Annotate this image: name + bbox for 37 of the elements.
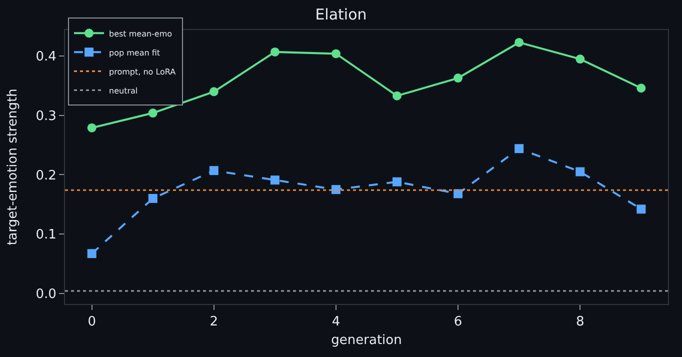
y-tick-label: 0.4 xyxy=(36,50,56,65)
y-tick-label: 0.2 xyxy=(36,168,56,184)
point xyxy=(331,49,340,58)
y-tick-label: 0.1 xyxy=(36,228,56,243)
x-tick-label: 0 xyxy=(88,314,96,330)
chart-title: Elation xyxy=(315,5,367,24)
point xyxy=(209,166,218,176)
y-axis-title: target-emotion strength xyxy=(6,88,21,246)
x-tick-label: 8 xyxy=(576,314,584,330)
point xyxy=(454,189,463,198)
legend-label: best mean-emo xyxy=(109,29,172,38)
x-axis-title: generation xyxy=(331,333,402,348)
point xyxy=(87,123,96,132)
point xyxy=(209,87,218,96)
point xyxy=(636,84,646,93)
point xyxy=(270,176,280,185)
legend-label: neutral xyxy=(109,86,138,96)
point xyxy=(392,177,402,186)
point xyxy=(514,144,524,154)
point xyxy=(148,194,158,203)
point xyxy=(270,47,280,56)
x-tick-label: 2 xyxy=(210,314,218,330)
point xyxy=(454,74,463,83)
legend-label: prompt, no LoRA xyxy=(109,67,176,76)
point xyxy=(576,54,585,64)
point xyxy=(514,38,524,47)
point xyxy=(576,167,585,176)
point xyxy=(636,204,646,214)
point xyxy=(87,249,96,258)
x-tick-label: 6 xyxy=(454,314,462,330)
point xyxy=(392,91,402,100)
legend-label: pop mean fit xyxy=(109,48,160,58)
point xyxy=(331,185,340,194)
point xyxy=(148,108,158,118)
y-tick-label: 0.3 xyxy=(36,108,56,124)
y-tick-label: 0.0 xyxy=(36,286,56,302)
x-tick-label: 4 xyxy=(332,314,340,330)
